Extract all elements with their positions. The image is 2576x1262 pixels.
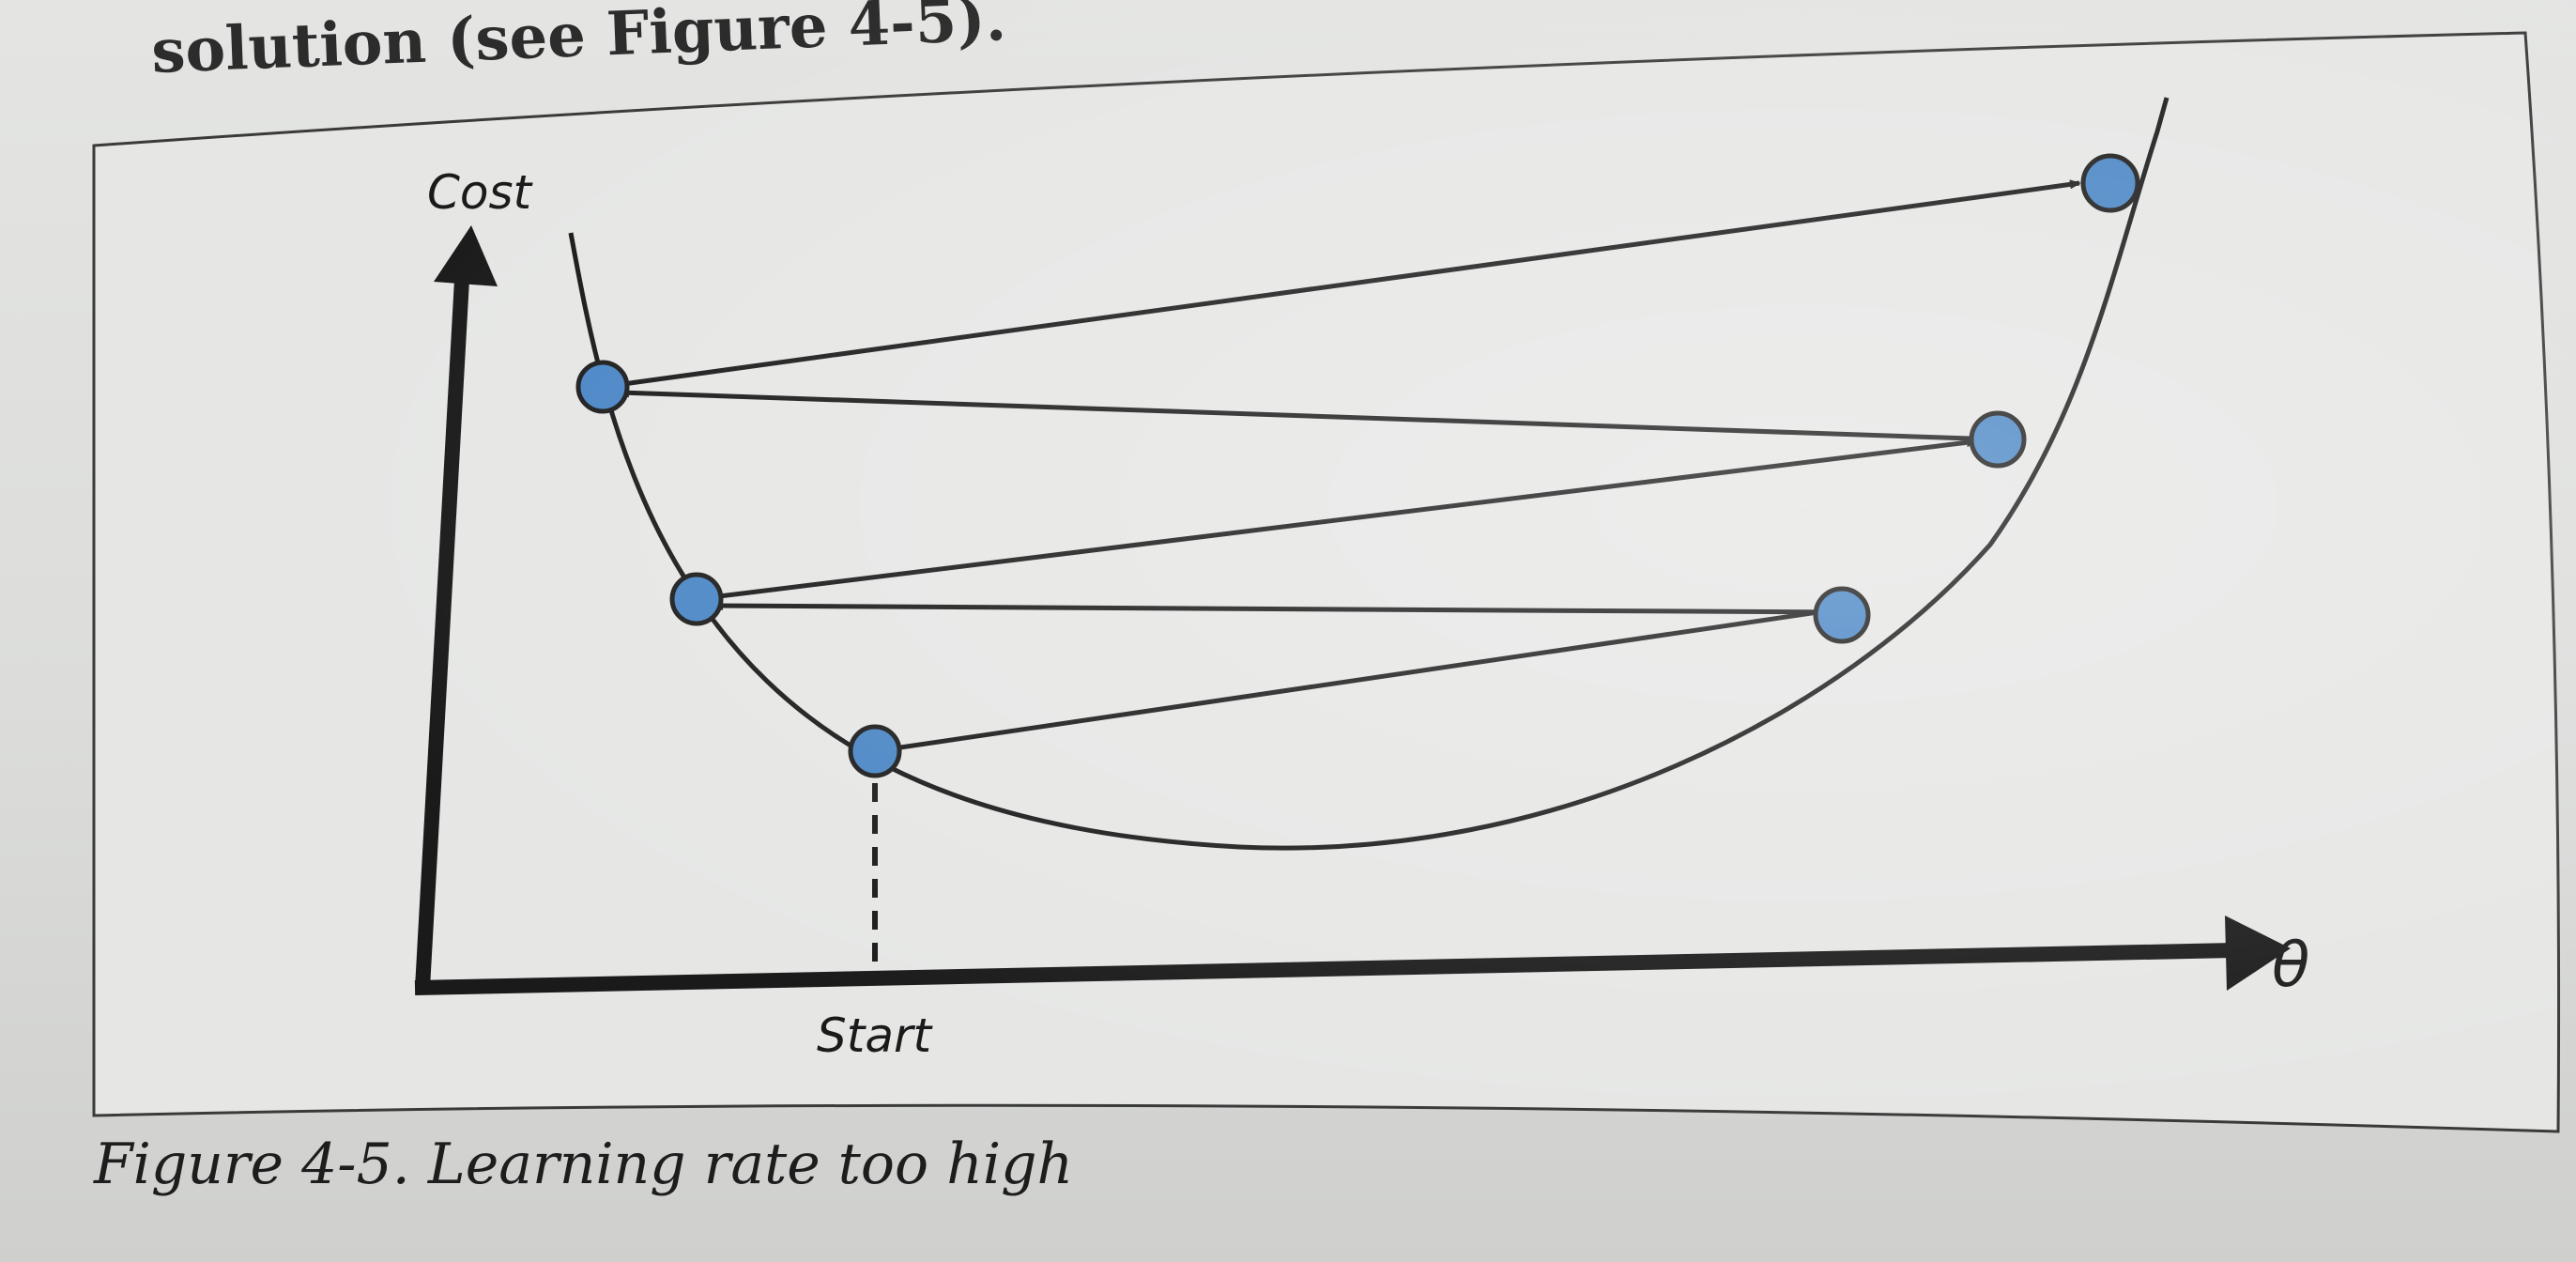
step-arrow-4 bbox=[618, 388, 1999, 442]
step-point-6 bbox=[2080, 153, 2140, 213]
step-point-start bbox=[848, 724, 902, 778]
step-point-5 bbox=[575, 360, 630, 414]
step-arrow-1 bbox=[874, 607, 1832, 754]
cost-axis-line bbox=[415, 279, 469, 989]
step-arrow-3 bbox=[696, 438, 1978, 602]
step-arrow-2 bbox=[712, 601, 1843, 615]
theta-axis-label: θ bbox=[2272, 929, 2309, 1001]
cost-axis-label: Cost bbox=[427, 165, 534, 220]
step-arrow-5 bbox=[602, 179, 2081, 390]
cost-curve bbox=[568, 97, 2170, 851]
step-point-4 bbox=[1969, 410, 2027, 469]
cost-axis-arrow bbox=[434, 225, 498, 286]
theta-axis-arrow bbox=[2225, 916, 2291, 991]
figure-frame bbox=[92, 31, 2561, 1133]
step-point-3 bbox=[669, 572, 724, 626]
theta-axis-line bbox=[414, 943, 2235, 995]
start-label: Start bbox=[817, 1008, 934, 1063]
step-point-2 bbox=[1813, 586, 1871, 644]
figure-caption: Figure 4-5. Learning rate too high bbox=[94, 1131, 1074, 1197]
